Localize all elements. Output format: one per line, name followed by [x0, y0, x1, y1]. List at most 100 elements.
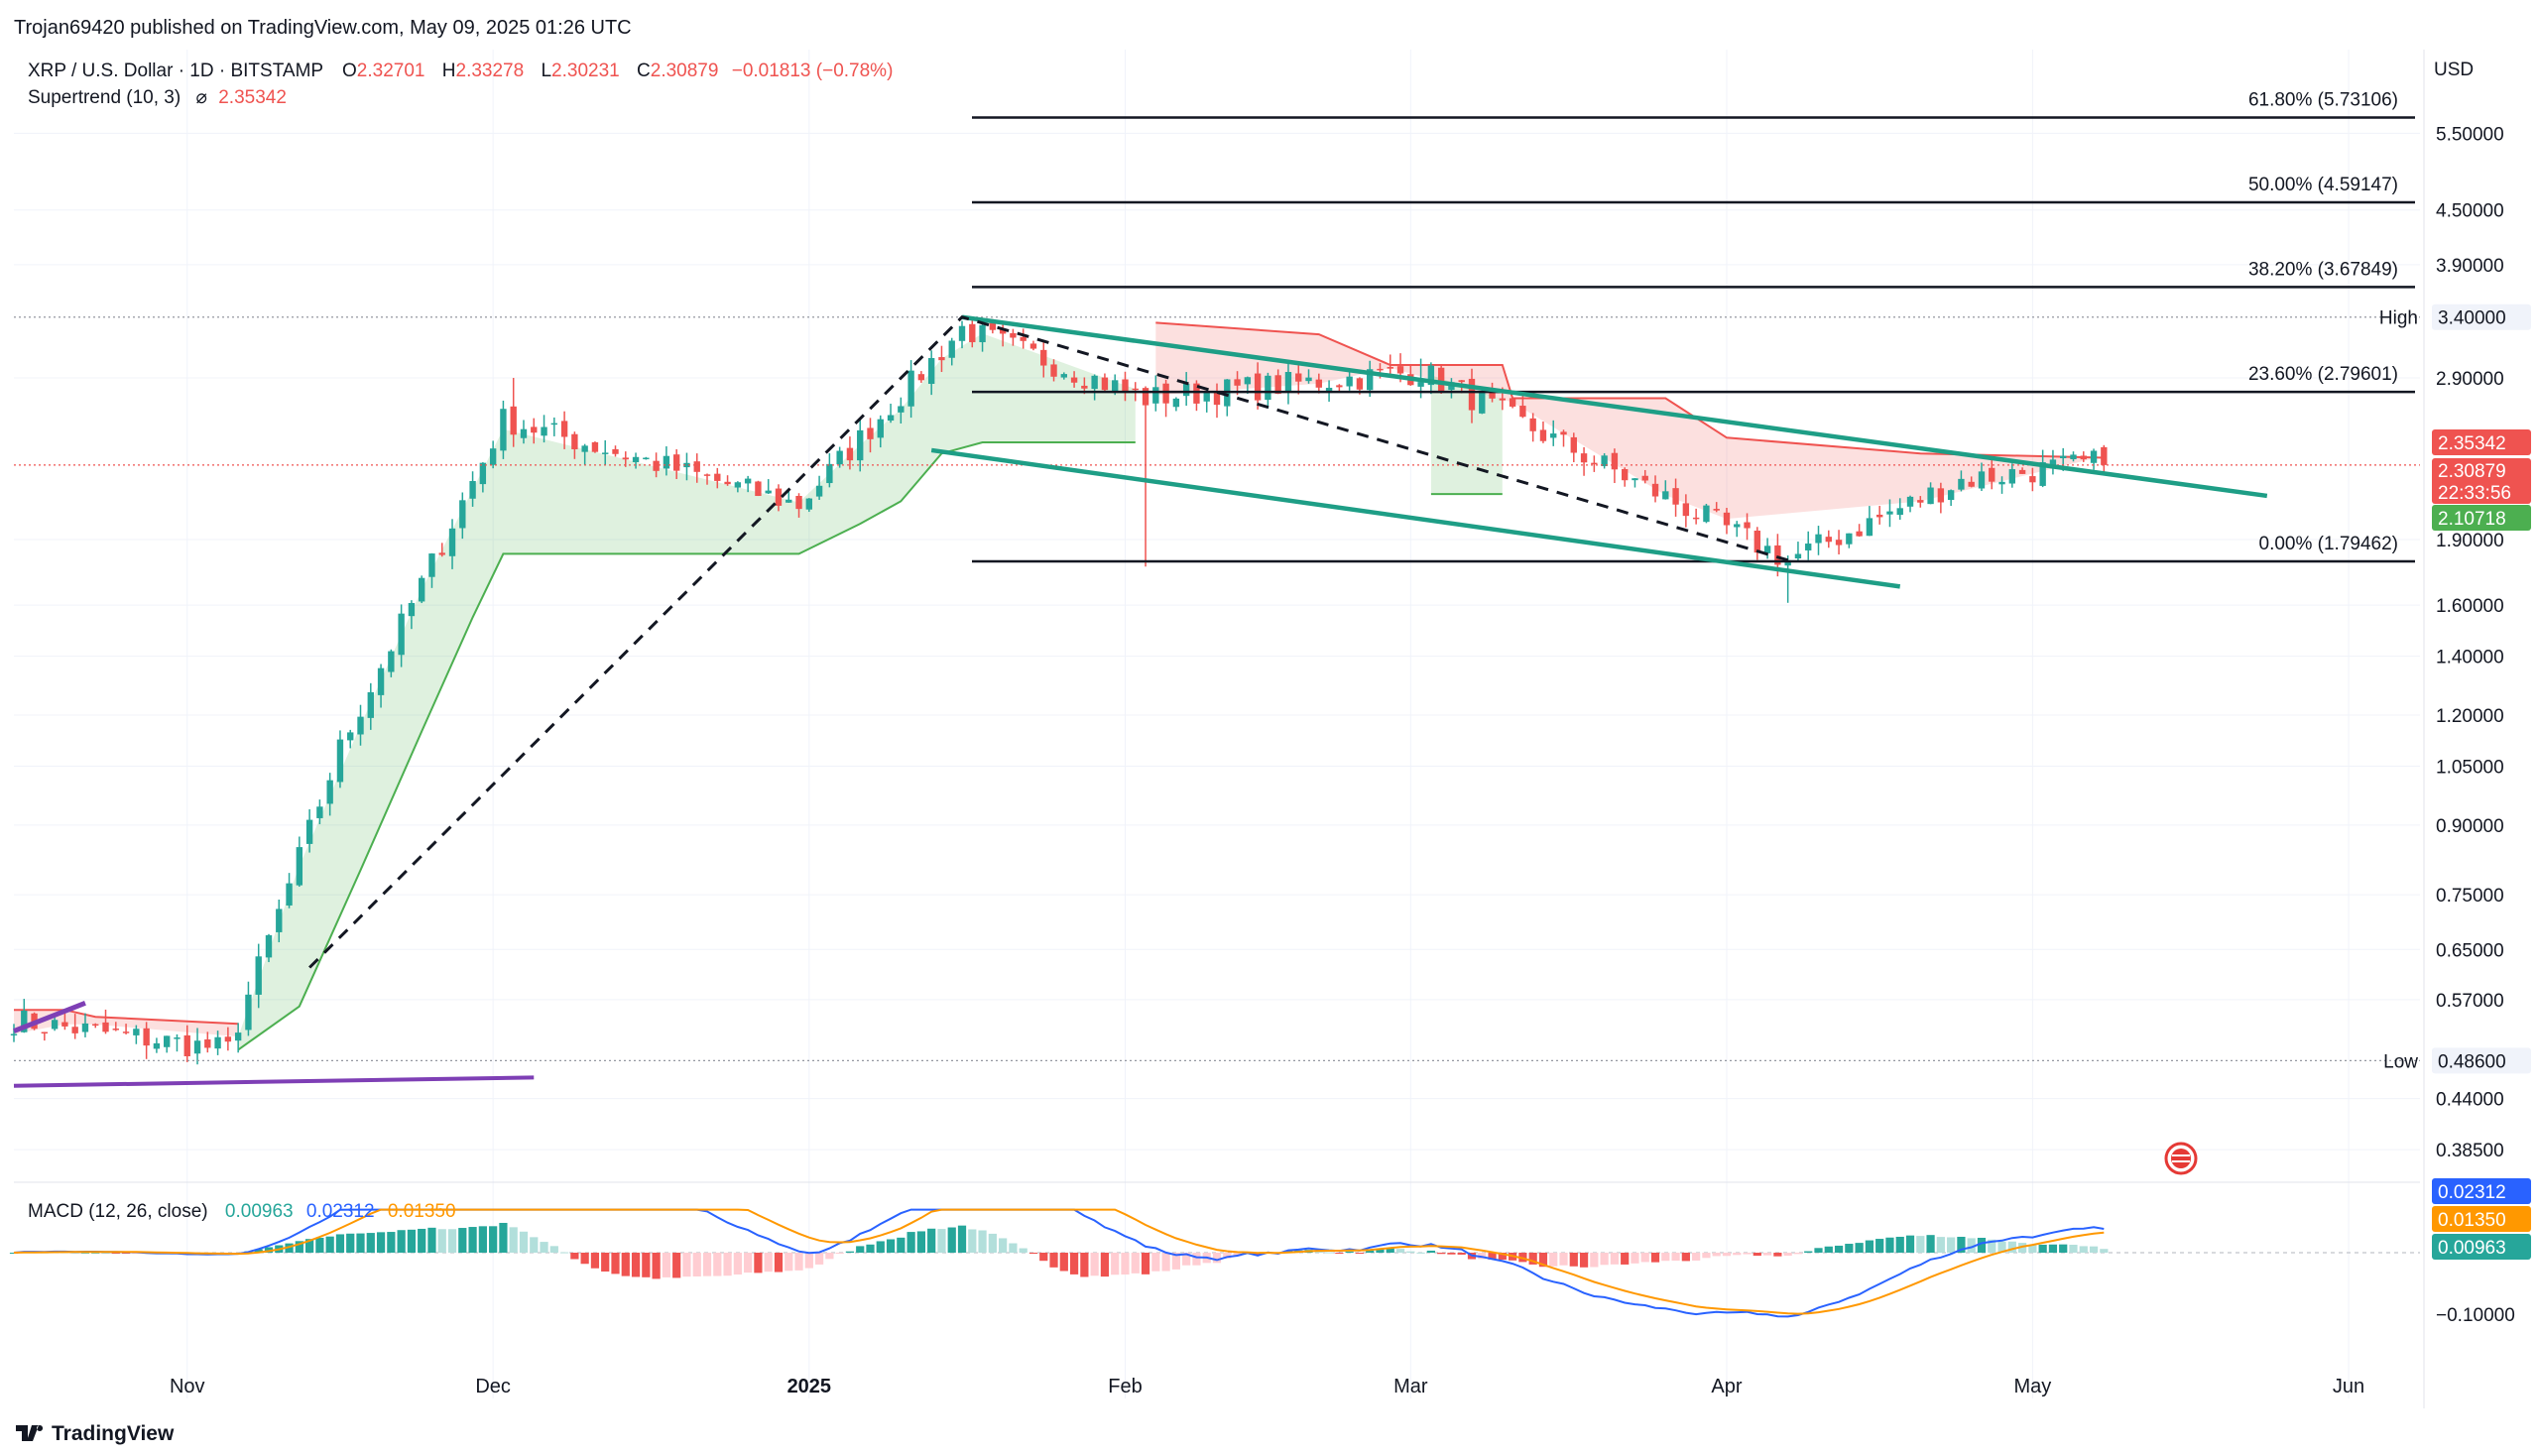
candle-body	[1815, 534, 1822, 544]
macd-hist-bar	[1631, 1253, 1639, 1264]
candle-body	[428, 553, 435, 577]
macd-hist-bar	[540, 1242, 548, 1253]
candle-body	[1906, 496, 1914, 507]
close-value: 2.30879	[651, 61, 719, 81]
macd-hist-bar	[1834, 1245, 1844, 1253]
macd-hist-bar	[1254, 1253, 1263, 1256]
candle-body	[1509, 398, 1516, 407]
candle-body	[183, 1034, 190, 1056]
macd-hist-bar	[1039, 1253, 1048, 1262]
candle-body	[1060, 374, 1067, 378]
macd-hist-bar	[530, 1237, 539, 1253]
low-label: Low	[2383, 1051, 2418, 1072]
macd-hist-bar	[804, 1253, 813, 1269]
macd-hist-bar	[1426, 1250, 1435, 1253]
macd-hist-bar	[1936, 1237, 1945, 1253]
candle-body	[2008, 469, 2016, 484]
candle-body	[948, 340, 955, 358]
purple-trendline	[13, 1000, 86, 1033]
macd-hist-bar	[366, 1233, 375, 1253]
candle-body	[1070, 377, 1078, 383]
macd-hist-bar	[1090, 1253, 1099, 1276]
candle-body	[1927, 487, 1934, 505]
candle-body	[1805, 544, 1812, 550]
macd-hist-bar	[1824, 1246, 1833, 1253]
candle-body	[193, 1040, 201, 1054]
candle-body	[877, 419, 884, 438]
candle-body	[703, 474, 711, 476]
macd-hist-bar	[1549, 1253, 1558, 1267]
macd-hist-bar	[2069, 1245, 2078, 1253]
macd-hist-bar	[1009, 1243, 1018, 1253]
macd-hist-bar	[397, 1230, 406, 1253]
macd-line-badge: 0.01350	[2438, 1210, 2506, 1231]
candle-body	[1734, 524, 1741, 528]
macd-v2: 0.02312	[306, 1201, 375, 1222]
macd-hist-bar	[407, 1229, 417, 1253]
candle-body	[51, 1020, 59, 1030]
macd-hist-bar	[478, 1226, 487, 1253]
candle-body	[632, 456, 640, 462]
candle-body	[2090, 450, 2098, 463]
candle-body	[571, 433, 578, 449]
channel-upper-line	[961, 314, 2268, 499]
price-tick-label: 0.75000	[2436, 886, 2504, 907]
macd-hist-bar	[346, 1233, 355, 1253]
candle-body	[1020, 336, 1027, 341]
macd-hist-bar	[621, 1253, 630, 1276]
candle-body	[1489, 389, 1496, 399]
macd-hist-bar	[1498, 1253, 1507, 1261]
macd-hist-bar	[2059, 1244, 2068, 1253]
candle-body	[2049, 459, 2057, 466]
macd-hist-bar	[1324, 1252, 1334, 1254]
price-badges: 3.40000 0.48600 High Low 2.35342 2.3087922:33…	[2379, 303, 2531, 1260]
candle-body	[693, 461, 700, 472]
candle-body	[1896, 508, 1903, 516]
macd-hist-bar	[2007, 1241, 2016, 1253]
macd-hist-bar	[295, 1241, 303, 1253]
candle-body	[255, 956, 262, 995]
candle-body	[1784, 559, 1791, 566]
macd-hist-bar	[957, 1225, 967, 1253]
price-badge: 2.30879	[2438, 461, 2506, 482]
macd-hist-bar	[1671, 1253, 1680, 1262]
candle-body	[1101, 377, 1109, 391]
candle-body	[1132, 388, 1139, 391]
macd-hist-bar	[733, 1253, 742, 1275]
supertrend-down-line	[14, 1009, 239, 1026]
macd-hist-bar	[1059, 1253, 1068, 1272]
candle-body	[1875, 514, 1883, 518]
candle-body	[775, 488, 783, 506]
macd-hist-bar	[1712, 1253, 1721, 1257]
candle-body	[1396, 366, 1404, 374]
low-label: L	[541, 61, 551, 81]
candle-body	[1519, 406, 1526, 418]
macd-hist-bar	[1640, 1253, 1649, 1263]
price-tick-label: 5.50000	[2436, 124, 2504, 145]
open-label: O	[342, 61, 357, 81]
candle-body	[448, 528, 456, 556]
candle-body	[1325, 387, 1333, 392]
macd-hist-bar	[1926, 1235, 1935, 1253]
us-flag-icon[interactable]	[2164, 1142, 2198, 1175]
candle-body	[979, 324, 986, 343]
macd-hist-bar	[418, 1228, 426, 1253]
high-value: 2.33278	[456, 61, 525, 81]
macd-hist-bar	[1875, 1239, 1884, 1253]
price-tick-label: 2.90000	[2436, 369, 2504, 390]
macd-hist-bar	[937, 1229, 946, 1253]
low-value: 2.30231	[551, 61, 620, 81]
candle-body	[531, 426, 538, 433]
candle-body	[81, 1023, 89, 1032]
macd-hist-bar	[264, 1247, 274, 1253]
macd-line-badge-bg	[2432, 1206, 2531, 1232]
currency-label[interactable]: USD	[2434, 60, 2474, 80]
macd-hist-bar	[1212, 1253, 1222, 1264]
candle-body	[214, 1036, 221, 1049]
candle-body	[1417, 382, 1424, 387]
macd-hist-bar	[1722, 1253, 1732, 1257]
candle-body	[1050, 364, 1057, 377]
macd-hist-bar	[101, 1252, 110, 1254]
macd-hist-bar	[692, 1253, 701, 1276]
